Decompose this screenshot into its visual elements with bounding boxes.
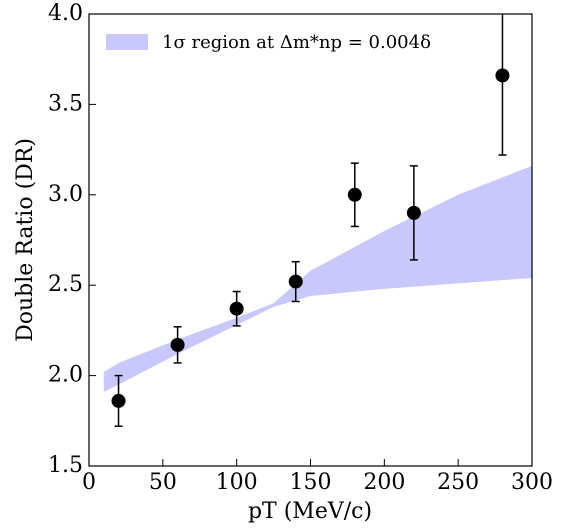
- data-point: [170, 337, 185, 352]
- sigma-band: [103, 165, 532, 392]
- data-point: [406, 205, 421, 220]
- legend-label: 1σ region at Δm*np = 0.004δ: [162, 32, 431, 53]
- x-tick-label: 150: [290, 470, 332, 495]
- x-tick-label: 300: [511, 470, 553, 495]
- data-point: [111, 393, 126, 408]
- x-axis-label: pT (MeV/c): [248, 499, 372, 524]
- x-tick-label: 200: [363, 470, 405, 495]
- y-tick-label: 4.0: [48, 1, 83, 26]
- y-tick-label: 2.0: [48, 363, 83, 388]
- x-tick-label: 50: [149, 470, 177, 495]
- x-tick-label: 250: [437, 470, 479, 495]
- y-tick-label: 1.5: [48, 453, 83, 478]
- data-point: [288, 274, 303, 289]
- data-point: [347, 187, 362, 202]
- y-axis-label: Double Ratio (DR): [13, 138, 38, 342]
- y-tick-label: 2.5: [48, 272, 83, 297]
- plot-area: [103, 14, 532, 427]
- y-tick-label: 3.5: [48, 91, 83, 116]
- legend-swatch: [106, 34, 148, 50]
- x-tick-label: 100: [216, 470, 258, 495]
- x-tick-label: 0: [82, 470, 96, 495]
- data-point: [495, 68, 510, 83]
- data-point: [229, 301, 244, 316]
- y-tick-label: 3.0: [48, 182, 83, 207]
